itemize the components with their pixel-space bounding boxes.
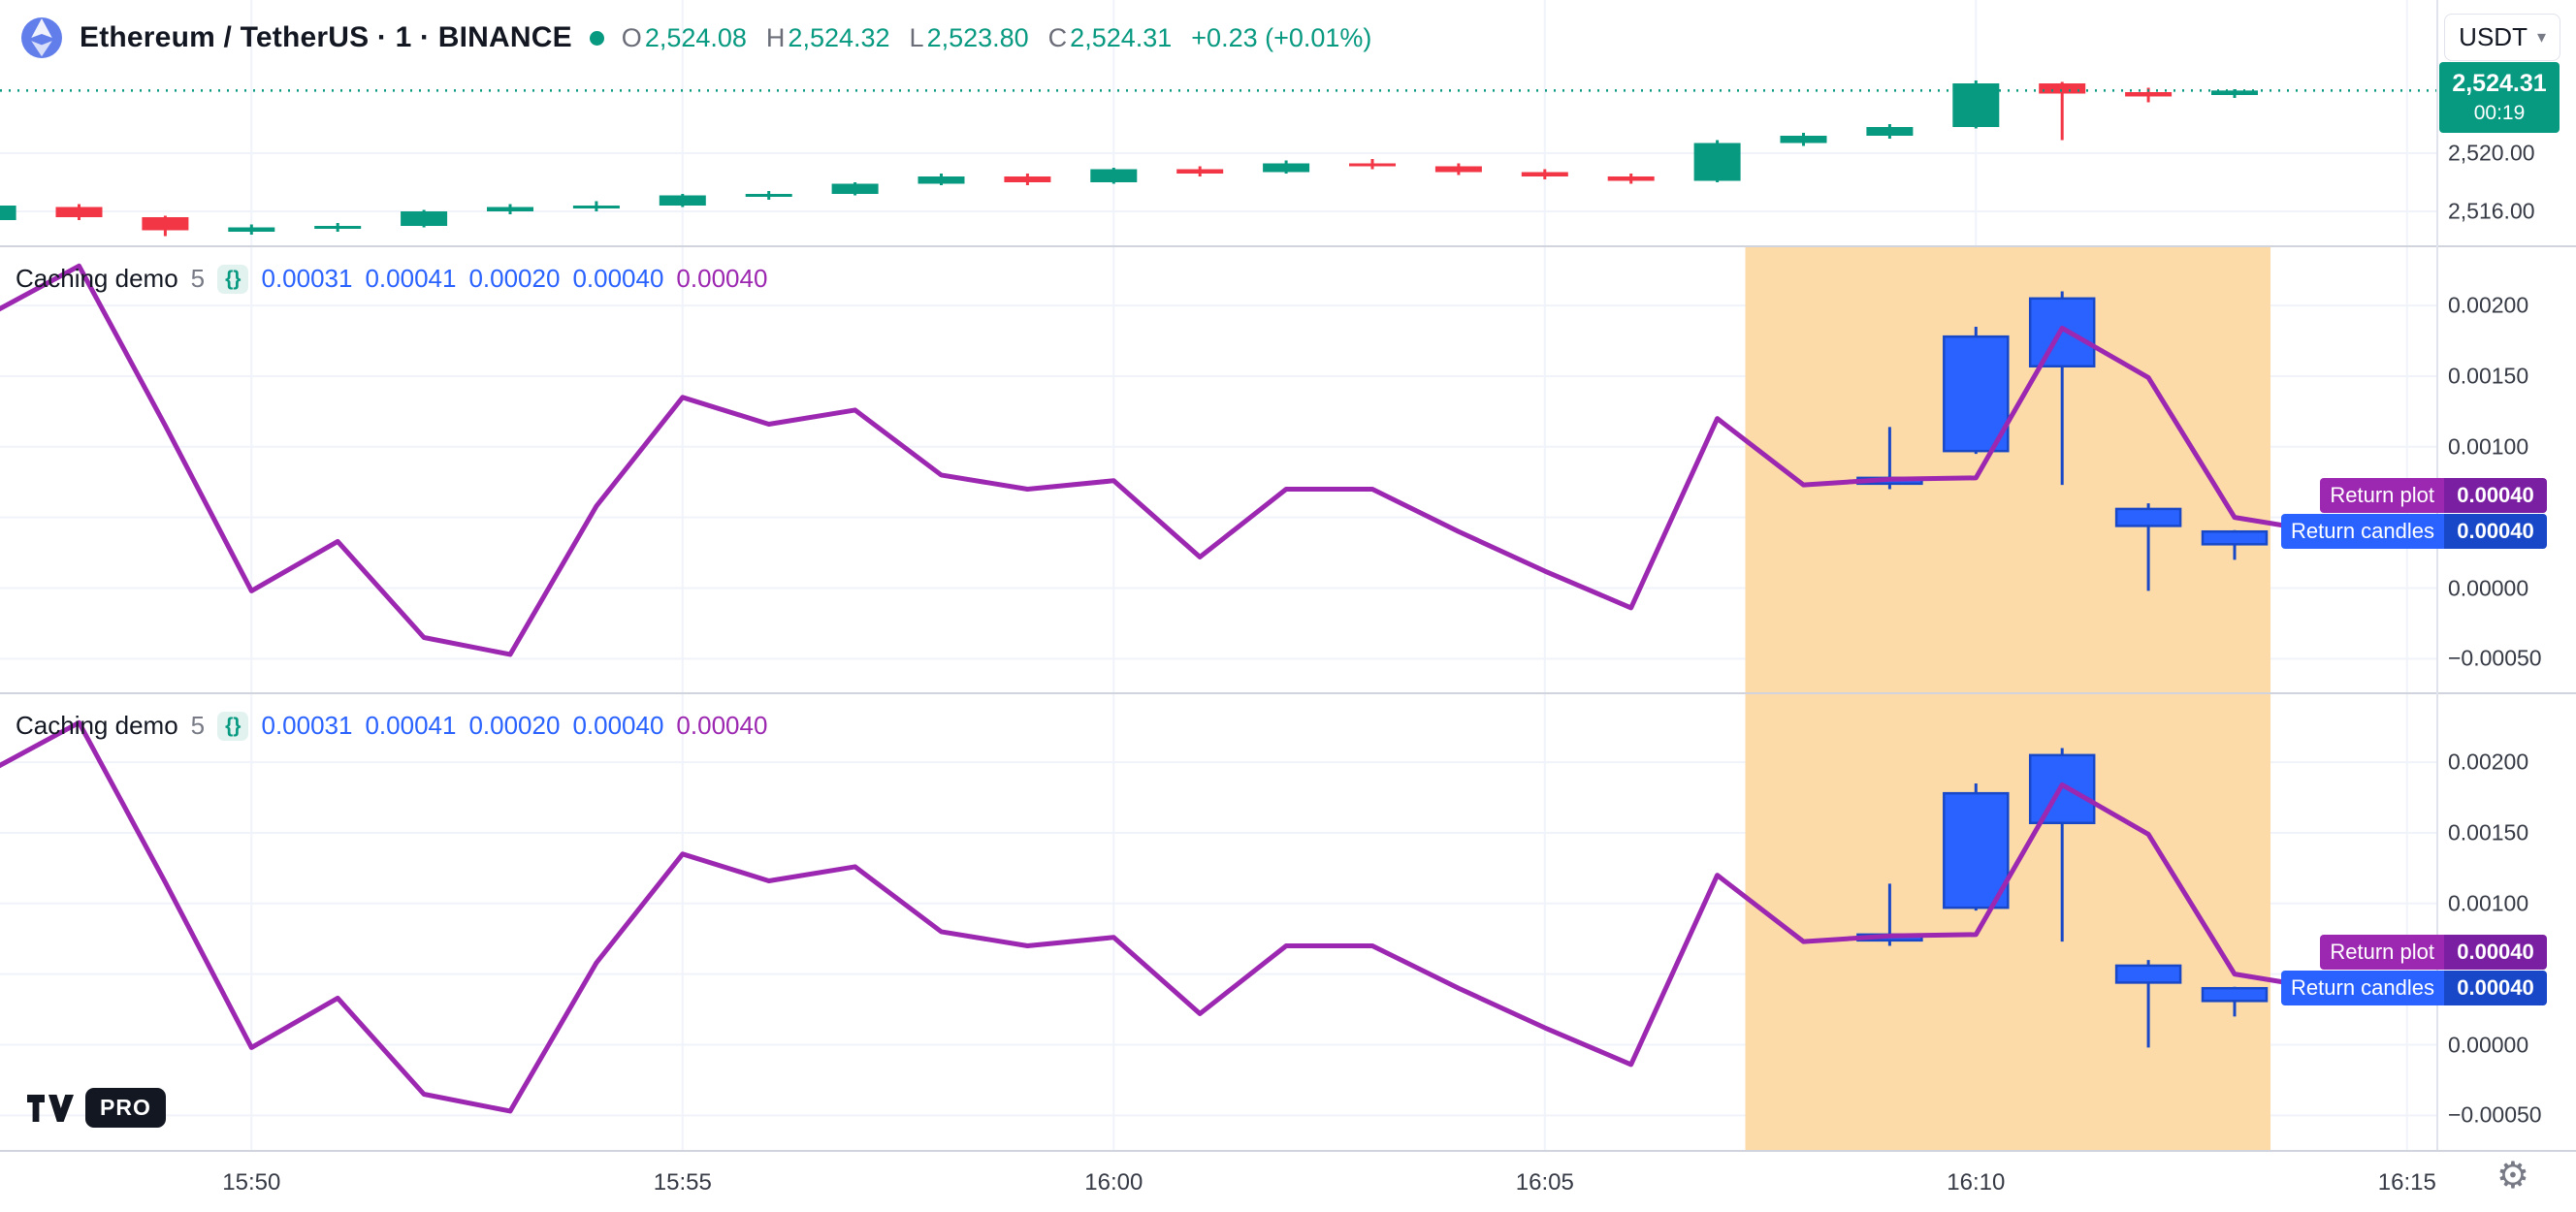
chart-canvas[interactable] bbox=[0, 0, 2436, 1150]
indicator-legend: Caching demo 5 {} 0.00031 0.00041 0.0002… bbox=[16, 711, 767, 741]
close-label: C bbox=[1047, 22, 1068, 52]
indicator-value: 0.00020 bbox=[468, 711, 561, 740]
pane-separator[interactable] bbox=[0, 245, 2576, 247]
indicator-param: 5 bbox=[190, 264, 206, 293]
tradingview-mark-icon bbox=[27, 1094, 74, 1122]
high-label: H bbox=[765, 22, 786, 52]
price-scale-label: −0.00050 bbox=[2448, 645, 2542, 671]
open-label: O bbox=[621, 22, 642, 52]
open-value: 2,524.08 bbox=[644, 22, 747, 52]
last-value-badge-return-candles: Return candles 0.00040 bbox=[2281, 514, 2547, 550]
indicator-value: 0.00041 bbox=[365, 264, 457, 293]
symbol-title[interactable]: Ethereum / TetherUS · 1 · BINANCE bbox=[80, 21, 572, 53]
indicator-value: 0.00040 bbox=[676, 711, 768, 740]
chevron-down-icon: ▾ bbox=[2536, 27, 2546, 47]
indicator-param: 5 bbox=[190, 711, 206, 740]
indicator-value: 0.00041 bbox=[365, 711, 457, 740]
time-axis-label: 16:00 bbox=[1084, 1169, 1143, 1196]
time-axis-label: 16:15 bbox=[2377, 1169, 2436, 1196]
price-scale-label: 0.00100 bbox=[2448, 890, 2529, 916]
ohlc-values: O 2,524.08 H 2,524.32 L 2,523.80 C 2,524.31 … bbox=[622, 23, 1372, 53]
time-axis-label: 16:10 bbox=[1947, 1169, 2006, 1196]
price-scale-label: 0.00200 bbox=[2448, 292, 2529, 318]
indicator-value: 0.00040 bbox=[572, 711, 664, 740]
price-scale-label: 0.00150 bbox=[2448, 819, 2529, 845]
price-scale-label: 0.00150 bbox=[2448, 363, 2529, 389]
price-scale-label: 0.00200 bbox=[2448, 749, 2529, 775]
time-axis-label: 15:50 bbox=[222, 1169, 281, 1196]
price-scale-label: 0.00100 bbox=[2448, 433, 2529, 460]
indicator-value: 0.00040 bbox=[572, 264, 664, 293]
price-scale-label: 2,516.00 bbox=[2448, 198, 2535, 224]
bar-countdown: 00:19 bbox=[2473, 101, 2526, 124]
last-price-value: 2,524.31 bbox=[2452, 70, 2547, 97]
source-code-icon[interactable]: {} bbox=[217, 711, 249, 741]
indicator-value: 0.00031 bbox=[261, 711, 353, 740]
time-axis[interactable]: 15:50 15:55 16:00 16:05 16:10 16:15 bbox=[0, 1150, 2576, 1212]
change-value: +0.23 (+0.01%) bbox=[1191, 22, 1372, 52]
tradingview-logo[interactable]: PRO bbox=[25, 1088, 166, 1128]
price-scale-label: 0.00000 bbox=[2448, 575, 2529, 600]
ethereum-icon bbox=[21, 17, 62, 58]
pane-separator[interactable] bbox=[0, 692, 2576, 694]
close-value: 2,524.31 bbox=[1070, 22, 1173, 52]
indicator-title[interactable]: Caching demo bbox=[16, 264, 178, 293]
source-code-icon[interactable]: {} bbox=[217, 264, 249, 294]
last-value-badge-return-candles: Return candles 0.00040 bbox=[2281, 971, 2547, 1006]
last-value-badge-return-plot: Return plot 0.00040 bbox=[2320, 478, 2547, 514]
time-axis-label: 16:05 bbox=[1515, 1169, 1574, 1196]
price-scale-label: 0.00000 bbox=[2448, 1032, 2529, 1057]
indicator-value: 0.00031 bbox=[261, 264, 353, 293]
last-value-badge-return-plot: Return plot 0.00040 bbox=[2320, 935, 2547, 971]
market-status-icon[interactable] bbox=[589, 30, 604, 46]
indicator-legend: Caching demo 5 {} 0.00031 0.00041 0.0002… bbox=[16, 264, 767, 294]
price-scale-label: 2,520.00 bbox=[2448, 140, 2535, 166]
gear-icon[interactable]: ⚙ bbox=[2496, 1156, 2529, 1196]
currency-dropdown[interactable]: USDT ▾ bbox=[2444, 14, 2560, 61]
low-value: 2,523.80 bbox=[926, 22, 1029, 52]
currency-label: USDT bbox=[2459, 22, 2528, 51]
indicator-value: 0.00020 bbox=[468, 264, 561, 293]
price-scale-label: −0.00050 bbox=[2448, 1101, 2542, 1128]
pro-badge[interactable]: PRO bbox=[85, 1088, 166, 1128]
time-axis-label: 15:55 bbox=[653, 1169, 712, 1196]
price-scale-border bbox=[2436, 0, 2438, 1150]
indicator-title[interactable]: Caching demo bbox=[16, 711, 178, 740]
indicator-value: 0.00040 bbox=[676, 264, 768, 293]
symbol-header: Ethereum / TetherUS · 1 · BINANCE O 2,524… bbox=[0, 0, 1371, 76]
low-label: L bbox=[909, 22, 924, 52]
last-price-badge: 2,524.31 00:19 bbox=[2439, 62, 2560, 133]
high-value: 2,524.32 bbox=[788, 22, 890, 52]
